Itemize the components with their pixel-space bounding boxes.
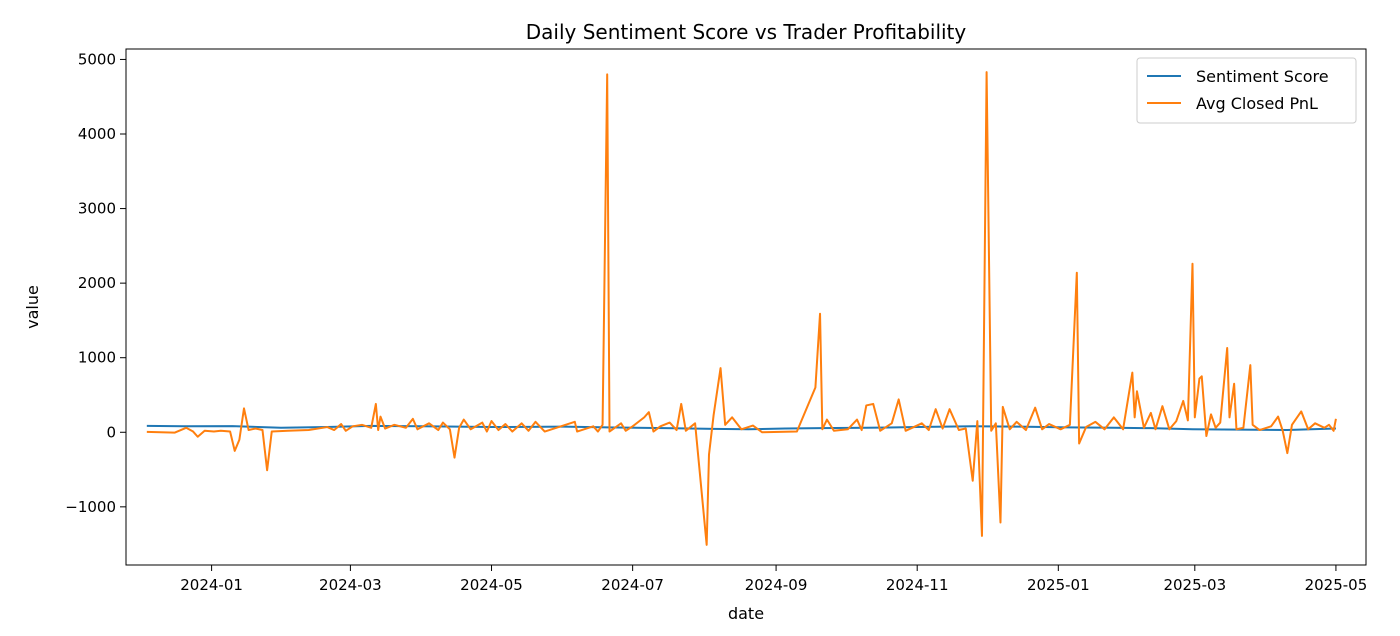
x-tick-label: 2024-09 [745,576,808,594]
x-axis-label: date [728,604,764,623]
y-tick-label: 4000 [78,125,116,143]
x-tick-label: 2024-07 [601,576,664,594]
y-tick-label: 3000 [78,200,116,218]
x-tick-label: 2025-03 [1163,576,1226,594]
legend: Sentiment Score Avg Closed PnL [1136,57,1357,124]
y-tick-label: 0 [106,423,116,441]
y-tick-label: 5000 [78,50,116,68]
x-tick-label: 2024-01 [180,576,243,594]
plot-area [125,48,1367,566]
x-axis: 2024-01 2024-03 2024-05 2024-07 2024-09 2024-… [180,565,1367,594]
y-tick-label: 2000 [78,274,116,292]
y-axis-label: value [23,285,42,329]
x-tick-label: 2024-11 [886,576,949,594]
series-lines [146,71,1337,546]
x-tick-label: 2024-03 [319,576,382,594]
chart-title: Daily Sentiment Score vs Trader Profitab… [526,20,967,44]
x-tick-label: 2025-05 [1305,576,1368,594]
y-axis: −1000 0 1000 2000 3000 4000 5000 [65,50,126,516]
legend-box [1136,57,1357,124]
y-tick-label: 1000 [78,349,116,367]
legend-label-sentiment-score: Sentiment Score [1196,67,1329,86]
x-tick-label: 2024-05 [460,576,523,594]
x-tick-label: 2025-01 [1027,576,1090,594]
y-tick-label: −1000 [65,498,116,516]
series-line-avg-closed-pnl [146,71,1337,546]
legend-label-avg-closed-pnl: Avg Closed PnL [1196,94,1318,113]
